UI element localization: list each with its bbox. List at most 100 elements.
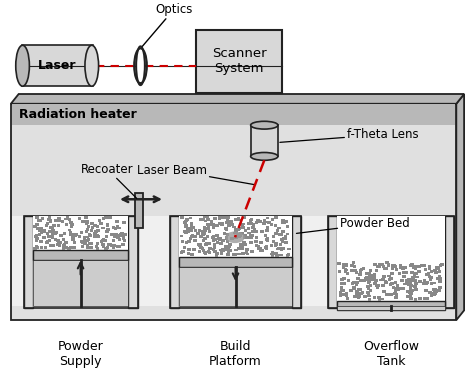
Ellipse shape <box>225 231 245 243</box>
Bar <box>285 225 289 228</box>
Bar <box>199 243 202 246</box>
Bar <box>359 269 362 272</box>
Bar <box>414 282 418 285</box>
Text: Scanner
System: Scanner System <box>211 48 266 75</box>
Bar <box>251 125 278 157</box>
Bar <box>35 239 38 242</box>
Bar <box>230 223 234 226</box>
Bar <box>69 246 73 249</box>
Ellipse shape <box>251 121 278 129</box>
Bar <box>240 244 244 247</box>
Bar <box>439 264 442 267</box>
Bar <box>95 245 98 248</box>
Bar <box>35 234 38 238</box>
Bar <box>370 277 373 280</box>
Bar <box>216 252 219 255</box>
Bar <box>208 251 211 254</box>
Bar <box>101 245 105 248</box>
Bar <box>360 292 363 295</box>
Bar <box>227 251 230 254</box>
Bar <box>263 219 266 222</box>
Bar <box>34 235 37 238</box>
Bar <box>409 285 412 288</box>
Bar <box>239 232 242 235</box>
Bar <box>37 219 41 222</box>
Bar <box>112 246 115 249</box>
Bar <box>277 247 281 250</box>
Bar <box>432 288 435 291</box>
Bar <box>110 233 113 236</box>
Bar <box>252 223 255 226</box>
Bar <box>282 230 285 233</box>
Bar <box>377 285 380 287</box>
Bar <box>59 241 62 244</box>
Bar <box>390 282 393 285</box>
Bar <box>376 264 380 268</box>
Bar <box>33 250 128 260</box>
Bar <box>273 245 277 247</box>
Bar <box>243 236 246 239</box>
Bar <box>85 230 88 233</box>
Bar <box>390 293 393 296</box>
Bar <box>84 220 87 223</box>
Bar <box>70 223 73 226</box>
Bar <box>409 287 412 290</box>
Bar <box>399 264 402 266</box>
Bar <box>203 229 207 232</box>
Bar <box>401 275 405 278</box>
Bar <box>170 216 301 309</box>
Bar <box>198 229 201 232</box>
Bar <box>373 264 376 266</box>
Bar <box>276 229 279 231</box>
Bar <box>33 216 128 250</box>
Bar <box>366 291 369 294</box>
Bar <box>368 275 371 278</box>
Bar <box>101 239 105 242</box>
Bar <box>218 238 221 241</box>
Bar <box>190 253 193 256</box>
Bar <box>382 265 385 268</box>
Bar <box>285 220 288 223</box>
Bar <box>121 237 125 240</box>
Bar <box>434 288 437 291</box>
Bar <box>377 296 381 299</box>
Bar <box>39 227 43 230</box>
Bar <box>35 246 39 249</box>
Bar <box>78 217 81 220</box>
Bar <box>286 254 289 257</box>
Bar <box>94 224 97 227</box>
Bar <box>120 233 124 236</box>
Bar <box>255 240 258 243</box>
Bar <box>219 242 223 245</box>
Bar <box>71 235 74 238</box>
Bar <box>397 287 401 290</box>
Bar <box>69 233 73 236</box>
Bar <box>414 272 418 276</box>
Bar <box>90 229 93 232</box>
Bar <box>240 223 244 226</box>
Bar <box>404 271 408 274</box>
Bar <box>373 282 376 285</box>
Bar <box>382 275 385 278</box>
Bar <box>113 244 117 247</box>
Bar <box>237 253 241 255</box>
Bar <box>213 243 216 246</box>
Bar <box>255 236 258 239</box>
Bar <box>84 216 88 219</box>
Bar <box>212 239 215 242</box>
Bar <box>414 288 418 291</box>
Bar <box>237 247 240 250</box>
Bar <box>394 296 398 299</box>
Bar <box>355 271 358 274</box>
Bar <box>422 279 426 282</box>
Bar <box>243 216 246 219</box>
Bar <box>63 244 66 246</box>
Bar <box>355 292 359 295</box>
Bar <box>91 222 94 225</box>
Bar <box>390 272 393 275</box>
Bar <box>118 238 121 241</box>
Bar <box>373 263 376 266</box>
Bar <box>383 267 386 270</box>
Bar <box>36 223 39 226</box>
Bar <box>411 276 415 279</box>
